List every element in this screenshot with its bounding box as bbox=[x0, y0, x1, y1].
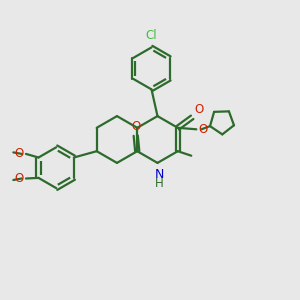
Text: O: O bbox=[15, 147, 24, 161]
Text: Cl: Cl bbox=[146, 29, 157, 42]
Text: O: O bbox=[131, 120, 140, 133]
Text: H: H bbox=[154, 177, 164, 190]
Text: O: O bbox=[199, 123, 208, 136]
Text: O: O bbox=[195, 103, 204, 116]
Text: N: N bbox=[154, 168, 164, 181]
Text: O: O bbox=[15, 172, 24, 185]
